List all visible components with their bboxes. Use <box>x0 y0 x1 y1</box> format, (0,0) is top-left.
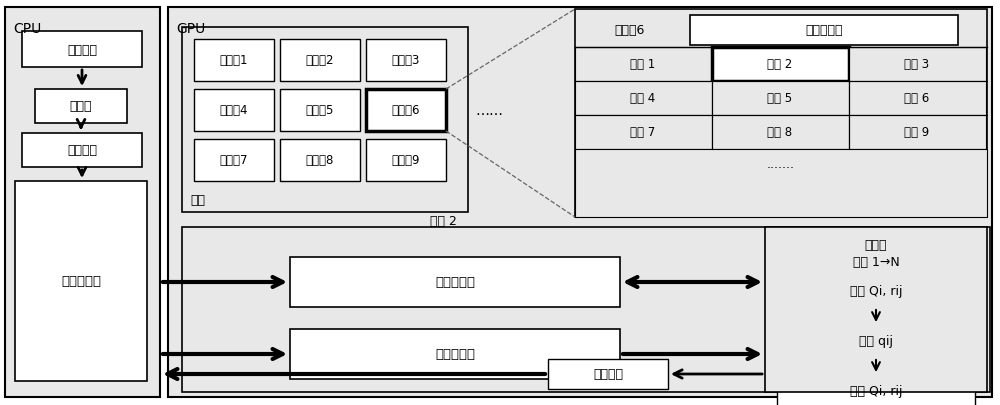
Bar <box>194 90 274 132</box>
Bar <box>22 32 142 68</box>
Bar <box>366 90 446 132</box>
Text: 线程兵7: 线程兵7 <box>220 154 248 167</box>
Bar <box>194 140 274 181</box>
Bar <box>849 116 986 149</box>
Text: 更新 Qi, rij: 更新 Qi, rij <box>850 385 902 398</box>
Text: 线程兵4: 线程兵4 <box>220 104 248 117</box>
Text: 线程 8: 线程 8 <box>767 126 793 139</box>
Text: 线程 7: 线程 7 <box>630 126 656 139</box>
Text: 全局存储器: 全局存储器 <box>435 276 475 289</box>
Text: 线程兵9: 线程兵9 <box>392 154 420 167</box>
Bar <box>182 28 468 213</box>
Text: CPU: CPU <box>13 22 41 36</box>
Text: 数据统计: 数据统计 <box>593 368 623 381</box>
Text: 线程兵6: 线程兵6 <box>615 23 645 36</box>
Text: 经过信道: 经过信道 <box>67 144 97 157</box>
Bar <box>280 140 360 181</box>
Text: 迭代 1→N: 迭代 1→N <box>853 256 899 269</box>
Bar <box>290 329 620 379</box>
Text: 网格: 网格 <box>190 194 205 207</box>
Text: 线程 4: 线程 4 <box>630 92 656 105</box>
Text: ……: …… <box>475 104 503 118</box>
Bar <box>22 134 142 168</box>
Text: 线程 1: 线程 1 <box>630 58 656 71</box>
Bar <box>712 82 849 116</box>
Bar <box>575 82 712 116</box>
Text: 线程兵8: 线程兵8 <box>306 154 334 167</box>
Text: 信源生成: 信源生成 <box>67 43 97 56</box>
Bar <box>849 48 986 82</box>
Text: 线程兵2: 线程兵2 <box>306 54 334 67</box>
Text: .......: ....... <box>767 158 795 171</box>
Text: 线程 6: 线程 6 <box>904 92 930 105</box>
Bar <box>168 8 992 397</box>
Text: 共享存储器: 共享存储器 <box>805 24 843 37</box>
Text: 线程兵3: 线程兵3 <box>392 54 420 67</box>
Bar <box>575 116 712 149</box>
Bar <box>712 48 849 82</box>
Bar <box>712 116 849 149</box>
Bar <box>849 82 986 116</box>
Bar <box>35 90 127 124</box>
Text: 线程兵6: 线程兵6 <box>392 104 420 117</box>
Bar <box>5 8 160 397</box>
Text: 线程 2: 线程 2 <box>767 58 793 71</box>
Bar <box>280 40 360 82</box>
Bar <box>575 48 712 82</box>
Bar <box>182 228 990 392</box>
Bar <box>290 257 620 307</box>
Bar <box>777 275 975 307</box>
Bar <box>777 375 975 405</box>
Text: 线程 5: 线程 5 <box>767 92 793 105</box>
Text: 线程 2: 线程 2 <box>430 215 457 228</box>
Bar <box>690 16 958 46</box>
Bar <box>575 149 987 217</box>
Bar <box>777 325 975 357</box>
Text: 线程兵5: 线程兵5 <box>306 104 334 117</box>
Text: 编码器: 编码器 <box>70 100 92 113</box>
Bar <box>765 228 987 392</box>
Text: 核函数控制: 核函数控制 <box>61 275 101 288</box>
Text: 译码器: 译码器 <box>865 239 887 252</box>
Text: 线程兵1: 线程兵1 <box>220 54 248 67</box>
Text: GPU: GPU <box>176 22 205 36</box>
Text: 线程 3: 线程 3 <box>904 58 930 71</box>
Text: 计算 qij: 计算 qij <box>859 335 893 347</box>
Text: 常数存储器: 常数存储器 <box>435 347 475 360</box>
Text: 获得 Qi, rij: 获得 Qi, rij <box>850 285 902 298</box>
Bar <box>366 140 446 181</box>
Text: 线程 9: 线程 9 <box>904 126 930 139</box>
Bar <box>366 40 446 82</box>
Bar <box>548 359 668 389</box>
Bar <box>575 10 987 217</box>
Bar <box>15 181 147 381</box>
Bar <box>280 90 360 132</box>
Bar <box>194 40 274 82</box>
